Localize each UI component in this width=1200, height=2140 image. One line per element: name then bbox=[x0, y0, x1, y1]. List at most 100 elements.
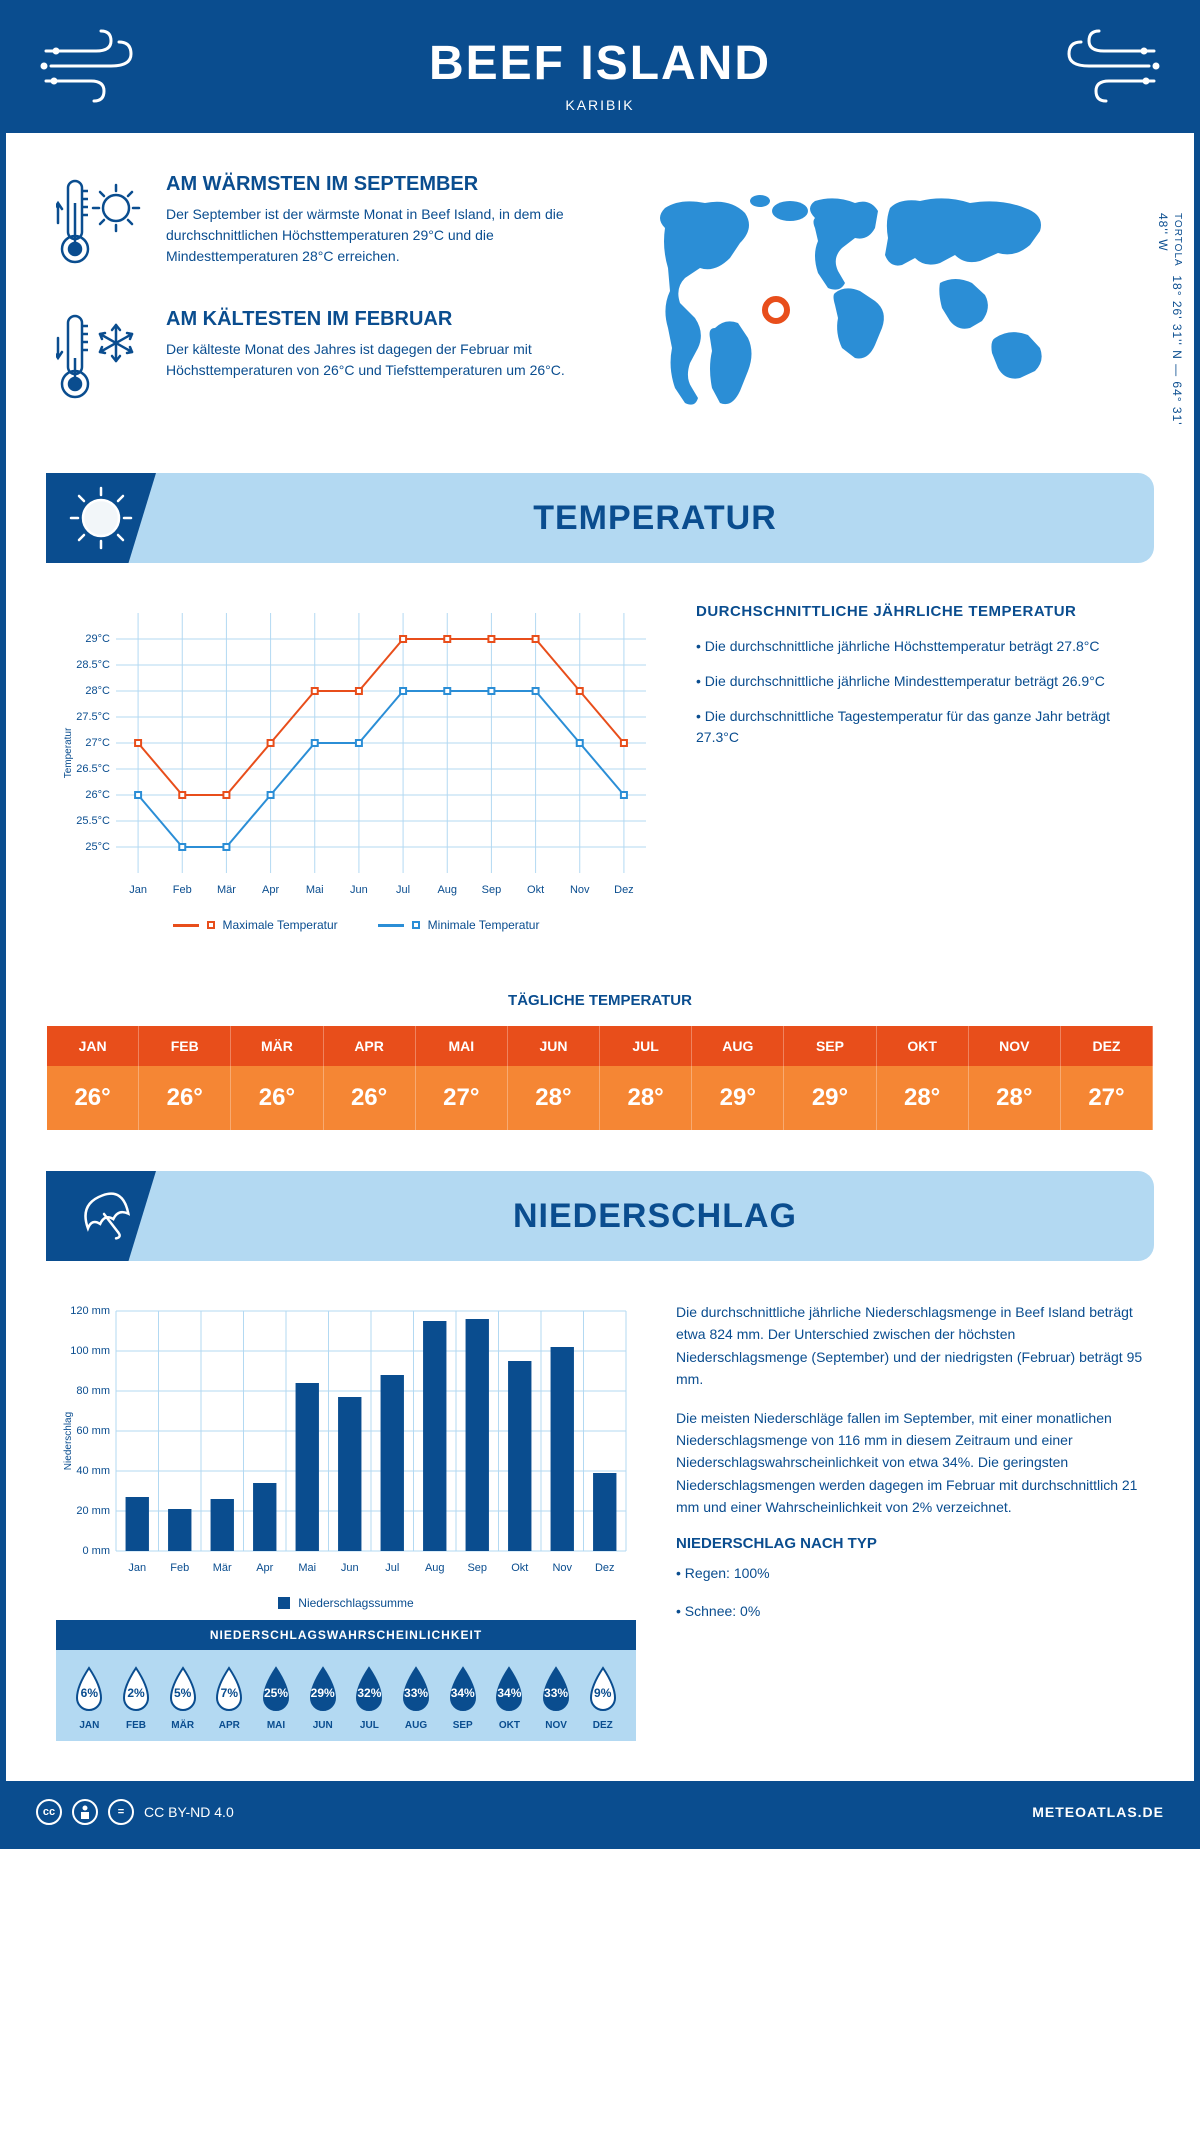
svg-text:Mär: Mär bbox=[213, 1562, 232, 1574]
svg-text:Jul: Jul bbox=[385, 1562, 399, 1574]
svg-text:25°C: 25°C bbox=[85, 841, 110, 853]
svg-text:29°C: 29°C bbox=[85, 633, 110, 645]
svg-text:Dez: Dez bbox=[595, 1562, 615, 1574]
temp-table-col: DEZ27° bbox=[1061, 1026, 1153, 1130]
temp-table-col: SEP29° bbox=[784, 1026, 876, 1130]
svg-text:Jan: Jan bbox=[129, 884, 147, 896]
svg-text:Mär: Mär bbox=[217, 884, 236, 896]
precipitation-heading: NIEDERSCHLAG bbox=[156, 1197, 1154, 1236]
temp-table-col: AUG29° bbox=[692, 1026, 784, 1130]
precipitation-section-header: NIEDERSCHLAG bbox=[46, 1171, 1154, 1261]
precipitation-probability: NIEDERSCHLAGSWAHRSCHEINLICHKEIT 6%JAN2%F… bbox=[56, 1620, 636, 1741]
wind-icon-right bbox=[1054, 26, 1164, 111]
svg-text:0 mm: 0 mm bbox=[83, 1545, 111, 1557]
precip-drop: 33%AUG bbox=[393, 1666, 440, 1731]
thermometer-sun-icon bbox=[56, 173, 146, 278]
temp-table-col: JAN26° bbox=[47, 1026, 139, 1130]
page-subtitle: KARIBIK bbox=[26, 97, 1174, 113]
temp-table-col: NOV28° bbox=[969, 1026, 1061, 1130]
svg-text:Jan: Jan bbox=[128, 1562, 146, 1574]
precip-drop: 2%FEB bbox=[113, 1666, 160, 1731]
precipitation-info: Die durchschnittliche jährliche Niedersc… bbox=[676, 1301, 1144, 1741]
page-footer: cc = CC BY-ND 4.0 METEOATLAS.DE bbox=[6, 1781, 1194, 1843]
daily-temp-table: JAN26°FEB26°MÄR26°APR26°MAI27°JUN28°JUL2… bbox=[46, 1025, 1154, 1131]
svg-text:28.5°C: 28.5°C bbox=[76, 659, 110, 671]
cc-icon: cc bbox=[36, 1799, 62, 1825]
coldest-block: AM KÄLTESTEN IM FEBRUAR Der kälteste Mon… bbox=[56, 308, 580, 413]
precip-drop: 34%SEP bbox=[439, 1666, 486, 1731]
svg-text:40 mm: 40 mm bbox=[76, 1465, 110, 1477]
svg-text:Nov: Nov bbox=[552, 1562, 572, 1574]
svg-text:Feb: Feb bbox=[173, 884, 192, 896]
coldest-title: AM KÄLTESTEN IM FEBRUAR bbox=[166, 308, 580, 331]
svg-text:27.5°C: 27.5°C bbox=[76, 711, 110, 723]
page-title: BEEF ISLAND bbox=[26, 36, 1174, 91]
warmest-block: AM WÄRMSTEN IM SEPTEMBER Der September i… bbox=[56, 173, 580, 278]
daily-temp-heading: TÄGLICHE TEMPERATUR bbox=[46, 992, 1154, 1009]
warmest-text: Der September ist der wärmste Monat in B… bbox=[166, 204, 580, 267]
temp-table-col: JUL28° bbox=[600, 1026, 692, 1130]
temp-table-col: OKT28° bbox=[877, 1026, 969, 1130]
svg-text:80 mm: 80 mm bbox=[76, 1385, 110, 1397]
temp-info-heading: DURCHSCHNITTLICHE JÄHRLICHE TEMPERATUR bbox=[696, 603, 1144, 620]
svg-text:Mai: Mai bbox=[298, 1562, 316, 1574]
precip-drop: 6%JAN bbox=[66, 1666, 113, 1731]
warmest-title: AM WÄRMSTEN IM SEPTEMBER bbox=[166, 173, 580, 196]
temp-table-col: MAI27° bbox=[416, 1026, 508, 1130]
temperature-info: DURCHSCHNITTLICHE JÄHRLICHE TEMPERATUR •… bbox=[696, 603, 1144, 932]
svg-text:26°C: 26°C bbox=[85, 789, 110, 801]
thermometer-snow-icon bbox=[56, 308, 146, 413]
precip-drop: 29%JUN bbox=[299, 1666, 346, 1731]
umbrella-icon bbox=[46, 1171, 156, 1261]
temp-table-col: MÄR26° bbox=[231, 1026, 323, 1130]
location-marker bbox=[761, 295, 791, 330]
precip-drop: 32%JUL bbox=[346, 1666, 393, 1731]
site-name: METEOATLAS.DE bbox=[1032, 1804, 1164, 1820]
svg-text:Jul: Jul bbox=[396, 884, 410, 896]
svg-text:Aug: Aug bbox=[425, 1562, 445, 1574]
svg-text:Nov: Nov bbox=[570, 884, 590, 896]
nd-icon: = bbox=[108, 1799, 134, 1825]
svg-text:Okt: Okt bbox=[511, 1562, 528, 1574]
precip-chart-legend: Niederschlagssumme bbox=[56, 1596, 636, 1610]
temp-chart-legend: Maximale Temperatur Minimale Temperatur bbox=[56, 918, 656, 932]
coldest-text: Der kälteste Monat des Jahres ist dagege… bbox=[166, 339, 580, 381]
temp-table-col: JUN28° bbox=[508, 1026, 600, 1130]
svg-text:60 mm: 60 mm bbox=[76, 1425, 110, 1437]
license-text: CC BY-ND 4.0 bbox=[144, 1804, 234, 1820]
svg-text:28°C: 28°C bbox=[85, 685, 110, 697]
svg-text:Okt: Okt bbox=[527, 884, 544, 896]
svg-text:26.5°C: 26.5°C bbox=[76, 763, 110, 775]
precip-drop: 25%MAI bbox=[253, 1666, 300, 1731]
svg-text:Niederschlag: Niederschlag bbox=[63, 1412, 74, 1470]
page-header: BEEF ISLAND KARIBIK bbox=[6, 6, 1194, 133]
precip-drop: 7%APR bbox=[206, 1666, 253, 1731]
svg-text:27°C: 27°C bbox=[85, 737, 110, 749]
temperature-heading: TEMPERATUR bbox=[156, 499, 1154, 538]
svg-text:Aug: Aug bbox=[437, 884, 457, 896]
temperature-section-header: TEMPERATUR bbox=[46, 473, 1154, 563]
temp-table-col: FEB26° bbox=[139, 1026, 231, 1130]
temp-table-col: APR26° bbox=[324, 1026, 416, 1130]
svg-text:Sep: Sep bbox=[467, 1562, 487, 1574]
by-icon bbox=[72, 1799, 98, 1825]
svg-text:Jun: Jun bbox=[350, 884, 368, 896]
world-map bbox=[620, 173, 1144, 428]
precip-drop: 5%MÄR bbox=[159, 1666, 206, 1731]
precip-drop: 9%DEZ bbox=[579, 1666, 626, 1731]
svg-text:Dez: Dez bbox=[614, 884, 634, 896]
svg-text:Feb: Feb bbox=[170, 1562, 189, 1574]
temperature-line-chart: 25°C 25.5°C 26°C 26.5°C 27°C 27.5°C 28°C 28.5°C… bbox=[56, 603, 656, 903]
svg-text:Mai: Mai bbox=[306, 884, 324, 896]
wind-icon-left bbox=[36, 26, 146, 111]
svg-text:25.5°C: 25.5°C bbox=[76, 815, 110, 827]
precip-drop: 33%NOV bbox=[533, 1666, 580, 1731]
svg-text:Jun: Jun bbox=[341, 1562, 359, 1574]
svg-text:20 mm: 20 mm bbox=[76, 1505, 110, 1517]
svg-text:Apr: Apr bbox=[256, 1562, 273, 1574]
svg-text:Temperatur: Temperatur bbox=[63, 727, 74, 778]
precip-drop: 34%OKT bbox=[486, 1666, 533, 1731]
sun-icon bbox=[46, 473, 156, 563]
coordinates: TORTOLA 18° 26' 31'' N — 64° 31' 48'' W bbox=[1156, 213, 1184, 443]
precipitation-bar-chart: 0 mm20 mm40 mm60 mm80 mm100 mm120 mmJanF… bbox=[56, 1301, 636, 1581]
